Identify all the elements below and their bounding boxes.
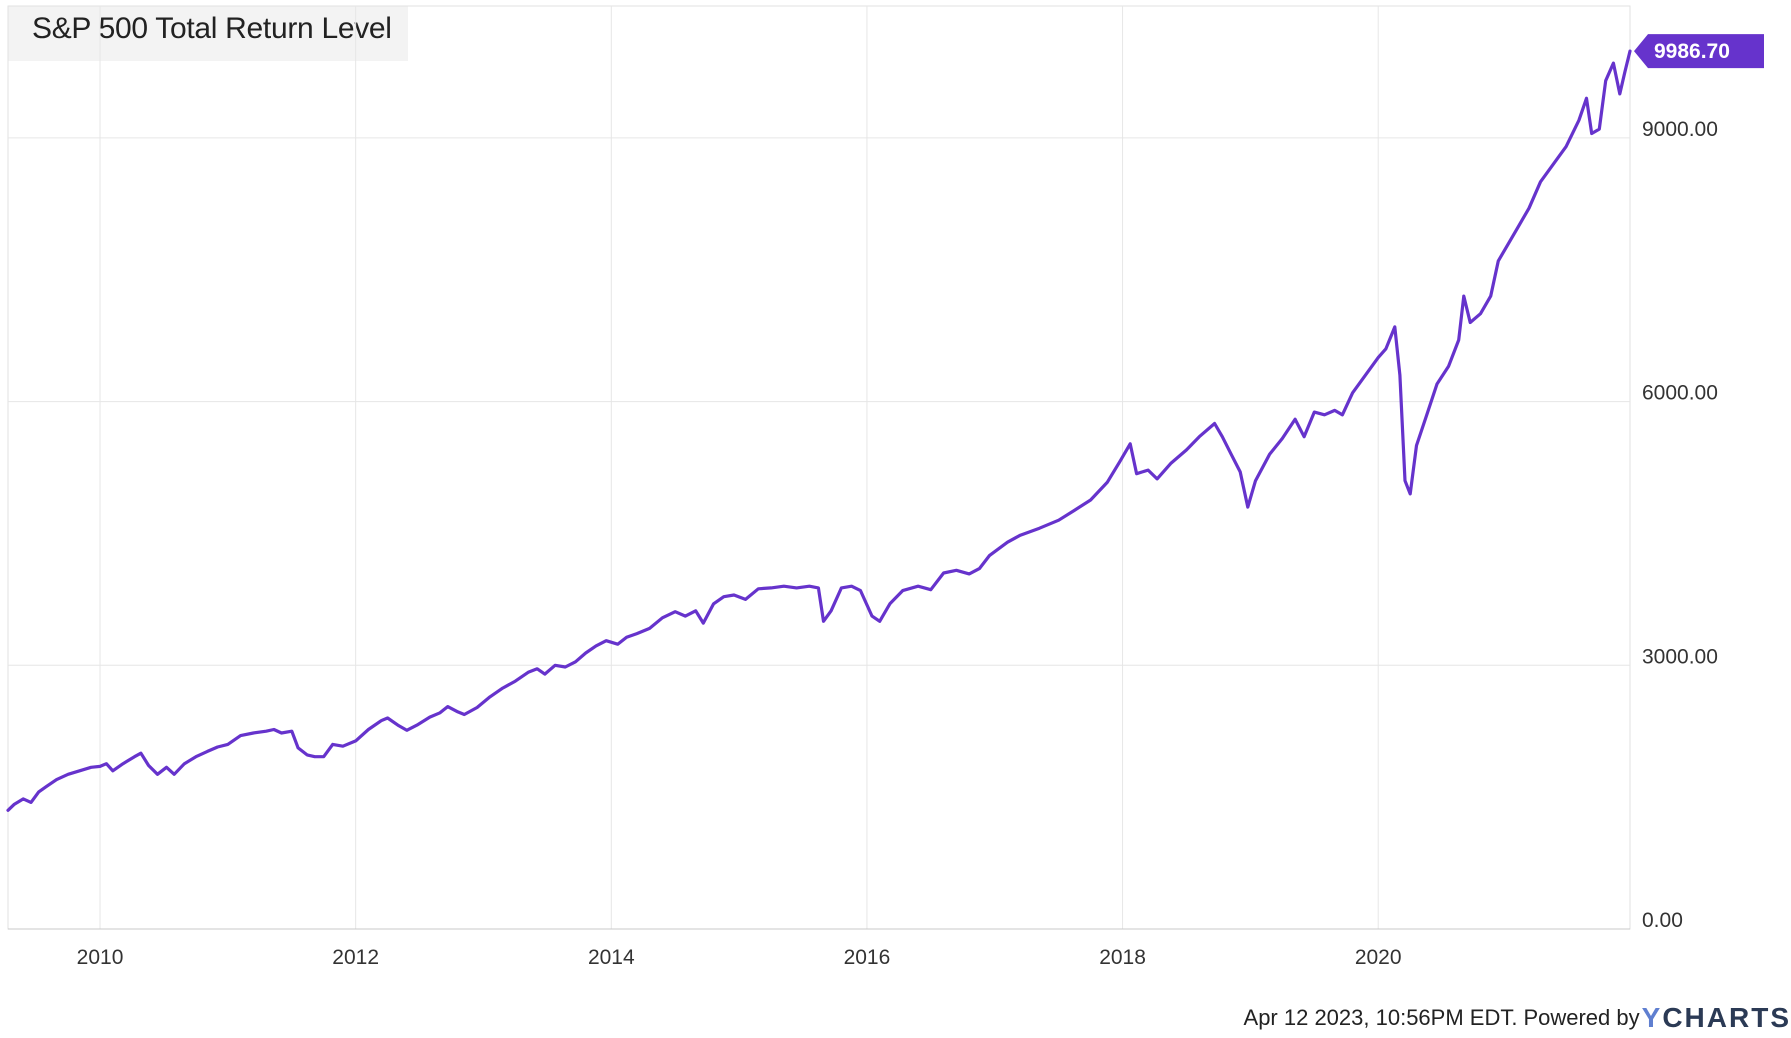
grid-layer: [7, 5, 1631, 930]
plot-frame: [7, 5, 1631, 930]
chart-footer: Apr 12 2023, 10:56PM EDT. Powered by YCH…: [1244, 998, 1791, 1038]
footer-timestamp: Apr 12 2023, 10:56PM EDT.: [1243, 1005, 1518, 1030]
y-tick-label: 0.00: [1642, 909, 1683, 932]
x-tick-label: 2020: [1355, 946, 1402, 969]
x-tick-label: 2010: [77, 946, 124, 969]
x-tick-label: 2018: [1099, 946, 1146, 969]
footer-powered-by: Powered by: [1523, 1005, 1640, 1030]
last-value-flag: [1634, 34, 1764, 69]
x-tick-label: 2014: [588, 946, 635, 969]
label-layer: 9986.70: [1634, 34, 1764, 69]
chart-title-box: [8, 6, 408, 61]
last-value-label: 9986.70: [1654, 40, 1730, 63]
y-tick-label: 9000.00: [1642, 118, 1718, 141]
ycharts-logo[interactable]: YCHARTS: [1641, 1002, 1791, 1033]
series-line: [6, 49, 1632, 812]
y-tick-label: 6000.00: [1642, 382, 1718, 405]
series-layer: [6, 49, 1632, 812]
x-tick-label: 2012: [332, 946, 379, 969]
chart-title: S&P 500 Total Return Level: [32, 12, 392, 45]
axis-layer: 2010 2012 2014 2016 2018 2020 0.00 3000.00 6000.…: [8, 118, 1718, 969]
y-tick-label: 3000.00: [1642, 645, 1718, 668]
x-tick-label: 2016: [844, 946, 891, 969]
